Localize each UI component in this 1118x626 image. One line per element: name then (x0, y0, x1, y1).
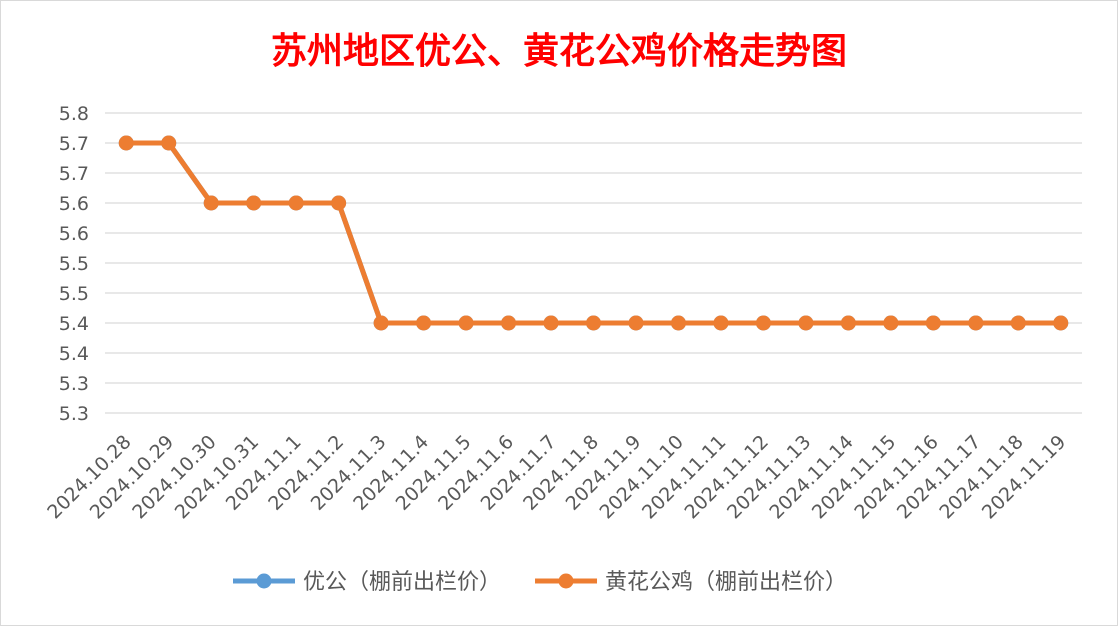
y-tick-label: 5.4 (59, 343, 89, 365)
chart-title: 苏州地区优公、黄花公鸡价格走势图 (271, 31, 847, 72)
data-point (373, 315, 389, 331)
data-point (416, 315, 432, 331)
series-lines (118, 135, 1069, 331)
data-point (1010, 315, 1026, 331)
y-tick-label: 5.5 (59, 283, 89, 305)
data-point (713, 315, 729, 331)
data-point (755, 315, 771, 331)
data-point (543, 315, 559, 331)
data-point (586, 315, 601, 331)
data-point (288, 195, 304, 211)
data-point (203, 195, 219, 211)
y-axis-tick-labels: 5.8 5.7 5.7 5.6 5.6 5.5 5.5 5.4 5.4 5.3 5.3 (59, 103, 89, 425)
data-point (883, 315, 899, 331)
y-tick-label: 5.5 (59, 253, 89, 275)
data-point (161, 135, 177, 151)
data-point (968, 315, 984, 331)
x-axis-tick-labels: 2024.10.282024.10.292024.10.302024.10.31… (43, 431, 1070, 523)
y-tick-label: 5.7 (59, 163, 89, 185)
y-tick-label: 5.7 (59, 133, 89, 155)
data-point (925, 315, 941, 331)
data-point (628, 315, 644, 331)
grid-lines (105, 112, 1082, 414)
legend-label: 黄花公鸡（棚前出栏价） (605, 570, 847, 595)
data-point (1053, 315, 1069, 331)
legend-marker (558, 573, 574, 589)
data-point (501, 315, 517, 331)
legend: 优公（棚前出栏价） 黄花公鸡（棚前出栏价） (233, 570, 847, 595)
y-tick-label: 5.3 (59, 373, 89, 395)
data-point (798, 315, 814, 331)
data-point (246, 195, 262, 211)
legend-label: 优公（棚前出栏价） (303, 570, 501, 595)
y-tick-label: 5.4 (59, 313, 89, 335)
legend-marker (256, 573, 272, 589)
y-tick-label: 5.6 (59, 223, 89, 245)
y-tick-label: 5.6 (59, 193, 89, 215)
y-tick-label: 5.3 (59, 403, 89, 425)
y-tick-label: 5.8 (59, 103, 89, 125)
data-point (840, 315, 856, 331)
data-point (118, 135, 134, 151)
data-point (331, 195, 347, 211)
data-point (458, 315, 474, 331)
data-point (670, 315, 686, 331)
